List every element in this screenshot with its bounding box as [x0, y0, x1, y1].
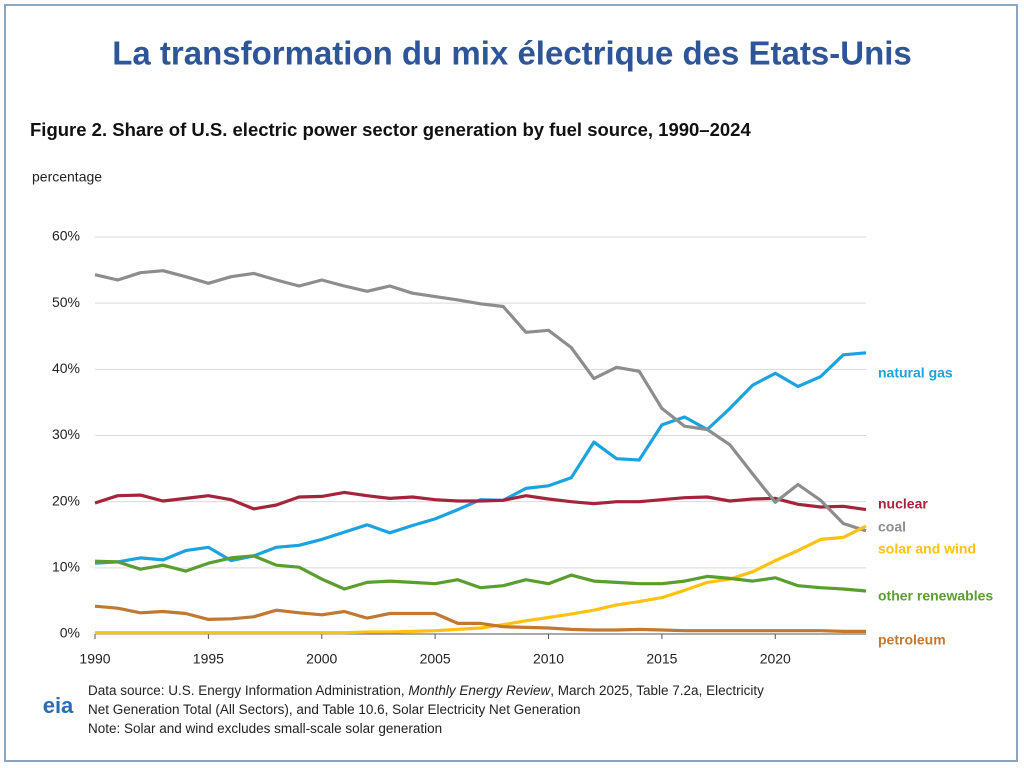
legend-label: other renewables: [878, 588, 993, 604]
y-tick-label: 50%: [52, 294, 80, 310]
y-tick-label: 60%: [52, 228, 80, 244]
x-tick-label: 2020: [760, 651, 791, 667]
series-line: [94, 269, 867, 533]
legend-label: natural gas: [878, 365, 953, 381]
x-tick-label: 2015: [646, 651, 677, 667]
y-tick-label: 30%: [52, 426, 80, 442]
series-line: [95, 524, 867, 635]
y-tick-label: 10%: [52, 559, 80, 575]
legend-label: solar and wind: [878, 541, 976, 557]
source-text: Monthly Energy Review: [408, 683, 551, 698]
slide-frame: [4, 4, 1018, 762]
series-line: [94, 604, 866, 633]
series-line: [94, 554, 867, 593]
y-tick-label: 0%: [60, 625, 80, 641]
legend-label: coal: [878, 519, 906, 535]
source-text: Data source: U.S. Energy Information Adm…: [88, 683, 409, 698]
x-tick-label: 1995: [193, 651, 224, 667]
y-tick-label: 40%: [52, 360, 80, 376]
source-note: Data source: U.S. Energy Information Adm…: [88, 681, 764, 738]
y-axis-label: percentage: [32, 169, 102, 185]
x-tick-label: 2005: [420, 651, 451, 667]
source-line: Net Generation Total (All Sectors), and …: [88, 702, 581, 717]
source-text: , March 2025, Table 7.2a, Electricity: [550, 683, 764, 698]
legend-label: nuclear: [878, 496, 928, 512]
series-line: [94, 351, 867, 565]
x-tick-label: 2010: [533, 651, 564, 667]
source-line: Data source: U.S. Energy Information Adm…: [88, 681, 764, 700]
slide-heading: La transformation du mix électrique des …: [112, 35, 912, 72]
series-line: [94, 490, 867, 512]
y-tick-label: 20%: [52, 492, 80, 508]
logo: eia: [43, 693, 74, 718]
note: Note: Solar and wind excludes small-scal…: [88, 721, 443, 736]
legend-label: petroleum: [878, 632, 946, 648]
x-tick-label: 1990: [79, 651, 110, 667]
chart-title: Figure 2. Share of U.S. electric power s…: [30, 119, 751, 140]
x-tick-label: 2000: [306, 651, 337, 667]
